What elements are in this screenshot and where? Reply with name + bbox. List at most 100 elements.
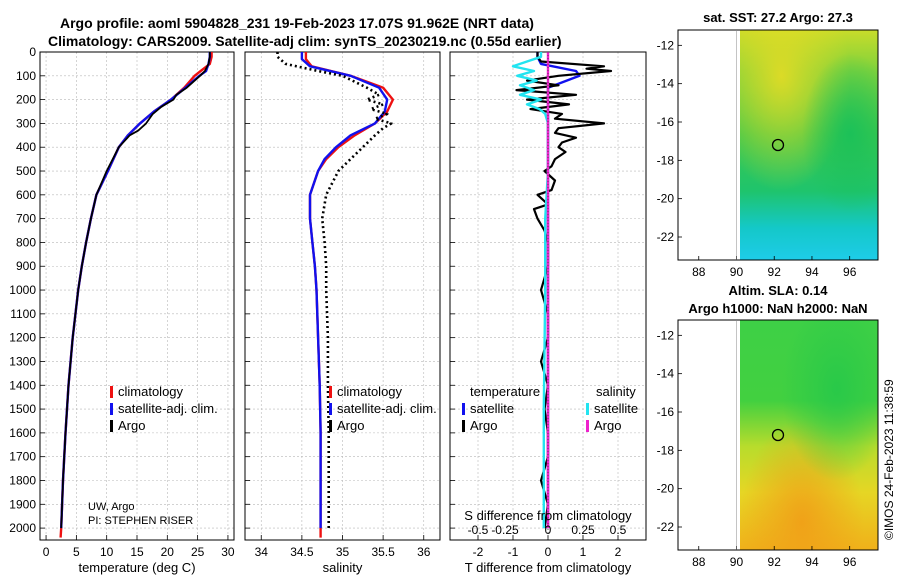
depth-tick-label: 1900 bbox=[9, 497, 36, 511]
sst-map: sat. SST: 27.2 Argo: 27.3 -12 -14 -16 -18 -2… bbox=[657, 10, 879, 279]
legend-s-sat-label: satellite-adj. clim. bbox=[337, 401, 437, 416]
depth-tick-label: 1400 bbox=[9, 378, 36, 392]
depth-tick-label: 300 bbox=[16, 116, 36, 130]
legend-sat-swatch bbox=[110, 403, 113, 415]
sst-map-border bbox=[677, 29, 879, 261]
sla-map: Altim. SLA: 0.14 Argo h1000: NaN h2000: … bbox=[657, 283, 879, 569]
legend-d-sal-argo-swatch bbox=[586, 420, 589, 432]
map-lon-label: 94 bbox=[805, 555, 819, 569]
legend-d-temp-sat-swatch bbox=[462, 403, 465, 415]
salinity-panel: 34 34.5 35 35.5 36 salinity bbox=[244, 51, 441, 575]
x-tick-label: 0 bbox=[545, 545, 552, 559]
difference-legend: temperature salinity satellite Argo sate… bbox=[462, 384, 638, 433]
depth-tick-label: 1500 bbox=[9, 402, 36, 416]
x-axis-label: temperature (deg C) bbox=[78, 560, 195, 575]
legend-argo-label: Argo bbox=[118, 418, 145, 433]
series-satellite-adj-clim- bbox=[300, 52, 389, 529]
depth-tick-label: 900 bbox=[16, 259, 36, 273]
credit-line-1: UW, Argo bbox=[88, 501, 134, 513]
s-tick-label: 0 bbox=[545, 523, 552, 537]
x-tick-label: 36 bbox=[417, 545, 431, 559]
depth-tick-label: 0 bbox=[29, 45, 36, 59]
depth-tick-label: 1000 bbox=[9, 283, 36, 297]
map-lon-label: 90 bbox=[730, 555, 744, 569]
map-lat-label: -22 bbox=[657, 230, 675, 244]
x-tick-label: 35.5 bbox=[371, 545, 395, 559]
map-lon-label: 92 bbox=[768, 555, 782, 569]
sst-map-title: sat. SST: 27.2 Argo: 27.3 bbox=[703, 10, 853, 25]
series-salinity-satellite bbox=[511, 52, 550, 529]
depth-tick-label: 1100 bbox=[10, 307, 36, 321]
sst-profile-marker bbox=[771, 138, 785, 152]
x-tick-label: 25 bbox=[191, 545, 205, 559]
depth-tick-label: 1600 bbox=[9, 426, 36, 440]
temperature-legend: climatology satellite-adj. clim. Argo bbox=[110, 384, 218, 433]
legend-s-clim-swatch bbox=[329, 386, 332, 398]
map-lat-label: -12 bbox=[657, 38, 675, 52]
legend-s-clim-label: climatology bbox=[337, 384, 403, 399]
legend-d-temp-argo-label: Argo bbox=[470, 418, 497, 433]
sla-profile-marker bbox=[771, 428, 785, 442]
x-tick-label: 10 bbox=[100, 545, 114, 559]
sla-map-border bbox=[677, 319, 879, 551]
legend-d-temp-argo-swatch bbox=[462, 420, 465, 432]
s-tick-label: -0.5 bbox=[468, 523, 489, 537]
series-satellite-adj-clim- bbox=[60, 52, 212, 529]
s-axis-label: S difference from climatology bbox=[464, 508, 632, 523]
panel-frame bbox=[39, 51, 235, 541]
series-climatology bbox=[304, 52, 395, 538]
legend-d-sal-sat-swatch bbox=[586, 403, 589, 415]
x-tick-label: 34 bbox=[255, 545, 269, 559]
sla-map-ticks: -12 -14 -16 -18 -20 -22 88 90 92 94 96 bbox=[657, 320, 857, 569]
depth-tick-label: 2000 bbox=[9, 521, 36, 535]
sla-field-green-patch bbox=[740, 320, 878, 550]
legend-d-temp-head: temperature bbox=[470, 384, 540, 399]
map-lon-label: 90 bbox=[730, 265, 744, 279]
legend-d-sal-argo-label: Argo bbox=[594, 418, 621, 433]
difference-panel: -2 -1 0 1 2T difference from climatology S di… bbox=[449, 51, 647, 575]
legend-d-sal-sat-label: satellite bbox=[594, 401, 638, 416]
sla-map-title-1: Altim. SLA: 0.14 bbox=[729, 283, 829, 298]
depth-tick-label: 1800 bbox=[9, 473, 36, 487]
x-tick-label: 34.5 bbox=[290, 545, 314, 559]
legend-s-sat-swatch bbox=[329, 403, 332, 415]
depth-tick-label: 1200 bbox=[9, 331, 36, 345]
series-argo bbox=[276, 52, 393, 529]
map-lon-label: 92 bbox=[768, 265, 782, 279]
credit-line-2: PI: STEPHEN RISER bbox=[88, 515, 193, 527]
map-lat-label: -16 bbox=[657, 405, 675, 419]
title-line-2: Climatology: CARS2009. Satellite-adj cli… bbox=[48, 33, 562, 49]
map-lon-label: 88 bbox=[692, 265, 706, 279]
legend-s-argo-swatch bbox=[329, 420, 332, 432]
depth-tick-label: 600 bbox=[16, 188, 36, 202]
depth-tick-label: 200 bbox=[16, 93, 36, 107]
map-lon-label: 94 bbox=[805, 265, 819, 279]
depth-tick-label: 700 bbox=[16, 212, 36, 226]
legend-sat-label: satellite-adj. clim. bbox=[118, 401, 218, 416]
x-tick-label: -1 bbox=[508, 545, 519, 559]
map-lat-label: -12 bbox=[657, 328, 675, 342]
depth-tick-label: 500 bbox=[16, 164, 36, 178]
timestamp: ©IMOS 24-Feb-2023 11:38:59 bbox=[882, 379, 896, 540]
map-lon-label: 96 bbox=[843, 265, 857, 279]
title-line-1: Argo profile: aoml 5904828_231 19-Feb-20… bbox=[60, 15, 534, 31]
sst-map-ticks: -12 -14 -16 -18 -20 -22 88 90 92 94 96 bbox=[657, 30, 857, 279]
s-tick-label: -0.25 bbox=[491, 523, 519, 537]
legend-d-temp-sat-label: satellite bbox=[470, 401, 514, 416]
s-tick-label: 0.25 bbox=[571, 523, 595, 537]
x-tick-label: 5 bbox=[73, 545, 80, 559]
map-lat-label: -20 bbox=[657, 192, 675, 206]
map-lat-label: -14 bbox=[657, 367, 675, 381]
temperature-panel: 0100200300400500600700800900100011001200… bbox=[9, 45, 235, 575]
map-lat-label: -18 bbox=[657, 153, 675, 167]
sla-map-title-2: Argo h1000: NaN h2000: NaN bbox=[688, 301, 867, 316]
depth-tick-label: 1700 bbox=[9, 450, 36, 464]
legend-s-argo-label: Argo bbox=[337, 418, 364, 433]
depth-tick-label: 800 bbox=[16, 235, 36, 249]
map-lat-label: -20 bbox=[657, 482, 675, 496]
legend-clim-swatch bbox=[110, 386, 113, 398]
legend-argo-swatch bbox=[110, 420, 113, 432]
legend-clim-label: climatology bbox=[118, 384, 184, 399]
x-tick-label: 20 bbox=[161, 545, 175, 559]
depth-tick-label: 400 bbox=[16, 140, 36, 154]
